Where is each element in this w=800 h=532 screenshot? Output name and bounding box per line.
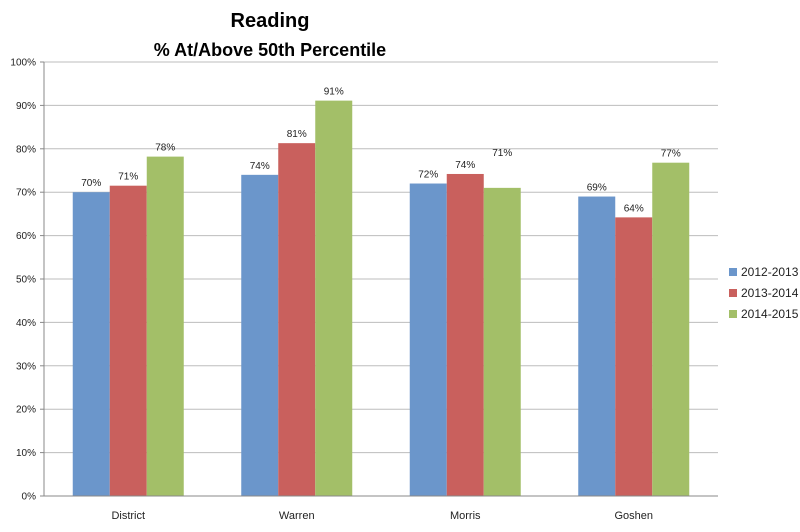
y-tick-label: 60%: [16, 231, 36, 242]
bar: [241, 174, 279, 496]
data-label: 71%: [492, 148, 512, 159]
bar: [278, 143, 316, 496]
legend-item: 2013-2014: [729, 282, 798, 303]
bar: [652, 162, 690, 497]
chart-subtitle: % At/Above 50th Percentile: [153, 40, 387, 60]
y-tick-label: 20%: [16, 405, 36, 416]
y-tick-label: 90%: [16, 101, 36, 112]
x-category-label: Morris: [450, 510, 481, 522]
y-tick-label: 40%: [16, 318, 36, 329]
bar: [315, 100, 353, 496]
x-category-label: Warren: [279, 510, 315, 522]
chart-title: Reading: [230, 10, 310, 32]
y-tick-label: 100%: [10, 58, 36, 69]
bar: [446, 173, 484, 497]
data-label: 71%: [118, 172, 138, 183]
legend-label: 2014-2015: [741, 306, 799, 321]
legend-swatch: [729, 267, 737, 276]
y-tick-label: 50%: [16, 275, 36, 286]
legend-label: 2013-2014: [741, 285, 799, 300]
y-tick-label: 80%: [16, 144, 36, 155]
data-label: 78%: [155, 143, 175, 154]
y-tick-label: 70%: [16, 188, 36, 199]
legend-label: 2012-2013: [741, 264, 799, 279]
bar: [72, 192, 110, 496]
legend-swatch: [729, 309, 737, 318]
y-tick-label: 10%: [16, 448, 36, 459]
y-tick-label: 0%: [22, 492, 37, 503]
legend-item: 2014-2015: [729, 303, 798, 324]
legend-item: 2012-2013: [729, 261, 798, 282]
bar: [146, 156, 184, 496]
legend: 2012-2013 2013-2014 2014-2015: [729, 261, 798, 324]
data-label: 81%: [287, 129, 307, 140]
y-tick-label: 30%: [16, 361, 36, 372]
x-category-label: Goshen: [614, 510, 653, 522]
data-label: 72%: [418, 170, 438, 181]
axis-layer: 0% 10% 20% 30% 40% 50% 60% 70% 80% 90% 100% Distric…: [10, 58, 718, 522]
data-label: 77%: [661, 149, 681, 160]
data-label: 70%: [81, 178, 101, 189]
bar: [615, 217, 653, 496]
data-label: 74%: [455, 160, 475, 171]
data-label: 69%: [587, 183, 607, 194]
data-label: 91%: [324, 87, 344, 98]
data-label: 74%: [250, 161, 270, 172]
x-category-label: District: [111, 510, 145, 522]
bar: [578, 196, 616, 497]
bar: [409, 183, 447, 496]
bar-layer: [72, 100, 690, 497]
legend-swatch: [729, 288, 737, 297]
data-label: 64%: [624, 203, 644, 214]
bar: [483, 187, 521, 497]
bar: [109, 185, 147, 496]
data-label-layer: 70% 71% 78% 74% 81% 91% 72% 74% 71% 69% 64% 77%: [81, 87, 681, 215]
